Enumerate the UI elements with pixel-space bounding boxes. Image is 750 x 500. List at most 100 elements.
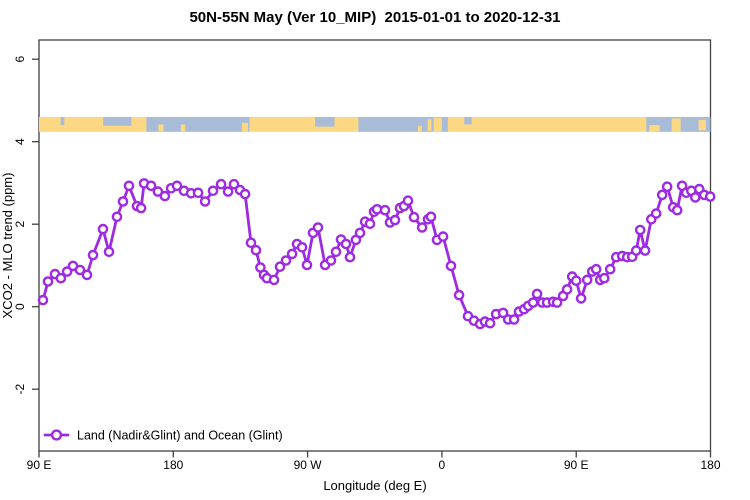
trend-point [37, 294, 49, 306]
y-tick-label: 0 [13, 303, 27, 310]
trend-point [42, 276, 54, 287]
trend-point [123, 180, 135, 192]
trend-point [570, 275, 582, 287]
trend-point [145, 180, 157, 192]
map-band-land-island [418, 125, 422, 132]
trend-point [408, 211, 420, 223]
trend-point [159, 190, 171, 202]
trend-point [551, 297, 563, 308]
trend-point [222, 186, 234, 197]
trend-point [192, 187, 204, 199]
trend-point [296, 241, 308, 253]
trend-point [671, 204, 683, 216]
trend-point [656, 189, 668, 201]
trend-point [215, 178, 227, 190]
plot-box [38, 39, 712, 452]
map-band-land-island [671, 118, 681, 132]
trend-point [354, 227, 366, 239]
trend-point [207, 185, 219, 197]
trend-point [286, 248, 298, 260]
trend-point [87, 249, 99, 261]
map-band-land-island [433, 117, 442, 132]
trend-point [508, 314, 520, 325]
y-tick-label: 2 [13, 221, 27, 228]
trend-point [437, 231, 449, 242]
map-band-ocean [103, 116, 132, 126]
trend-point [268, 274, 280, 286]
chart-layer: -2 0 2 4 6 90 E 180 90 W 0 90 E 180 [13, 39, 721, 472]
map-band-land-island [698, 119, 707, 131]
trend-point [330, 246, 342, 258]
y-axis-title: XCO2 - MLO trend (ppm) [0, 173, 15, 319]
trend-point [239, 188, 251, 200]
trend-point [274, 261, 286, 273]
trend-point [604, 263, 616, 275]
trend-point [561, 284, 573, 295]
map-band-ocean [358, 116, 448, 132]
chart-title: 50N-55N May (Ver 10_MIP) 2015-01-01 to 2… [189, 9, 561, 26]
trend-point [416, 222, 428, 233]
trend-point [590, 263, 602, 275]
trend-point [61, 266, 73, 277]
trend-point [111, 211, 123, 223]
trend-point [228, 178, 240, 190]
trend-point [527, 297, 539, 308]
trend-point [575, 293, 587, 304]
map-band-land-island [241, 122, 248, 132]
trend-point [634, 224, 646, 236]
map-band-land-island [649, 125, 660, 132]
x-tick-label: 0 [439, 458, 446, 472]
trend-point [389, 214, 401, 226]
x-tick-label: 90 E [27, 458, 52, 472]
trend-point [630, 245, 642, 256]
trend-point [280, 255, 292, 266]
legend: Land (Nadir&Glint) and Ocean (Glint) [43, 429, 283, 443]
legend-marker-icon [50, 429, 63, 441]
trend-point [97, 223, 109, 235]
trend-point [245, 237, 257, 249]
x-tick-label: 180 [163, 458, 183, 472]
map-band-ocean [146, 116, 250, 132]
y-tick-label: 6 [13, 56, 27, 63]
map-band-land-island [427, 119, 432, 132]
trend-point [74, 264, 86, 276]
trend-point [301, 259, 313, 271]
trend-point [81, 269, 93, 281]
trend-point [171, 180, 183, 192]
trend-point [445, 260, 457, 272]
trend-point [661, 181, 673, 192]
trend-point [135, 202, 147, 214]
trend-point [344, 251, 356, 263]
trend-point [690, 192, 701, 203]
trend-point [55, 272, 67, 284]
trend-point [581, 274, 593, 286]
trend-point [340, 238, 352, 250]
trend-point [364, 218, 376, 230]
trend-point [312, 222, 324, 233]
map-band-land-island [180, 124, 186, 132]
x-tick-label: 90 E [564, 458, 589, 472]
trend-point [599, 272, 610, 284]
trend-point [484, 317, 496, 329]
trend-point [152, 186, 164, 197]
trend-point [497, 307, 509, 319]
map-band-ocean [315, 116, 335, 127]
x-tick-label: 180 [700, 458, 720, 472]
trend-point [531, 288, 543, 300]
trend-point [103, 246, 115, 258]
trend-point [639, 245, 651, 256]
trend-point [325, 255, 337, 266]
y-tick-label: 4 [13, 138, 27, 145]
trend-point [199, 196, 211, 207]
trend-point [704, 191, 716, 202]
trend-point [250, 244, 262, 256]
trend-point [402, 195, 414, 206]
x-axis-title: Longitude (deg E) [323, 478, 426, 493]
trend-point [425, 211, 437, 223]
map-band-ocean [464, 116, 472, 125]
y-tick-label: -2 [13, 384, 27, 395]
map-band-ocean [60, 116, 65, 126]
map-band-land-island [158, 124, 164, 132]
